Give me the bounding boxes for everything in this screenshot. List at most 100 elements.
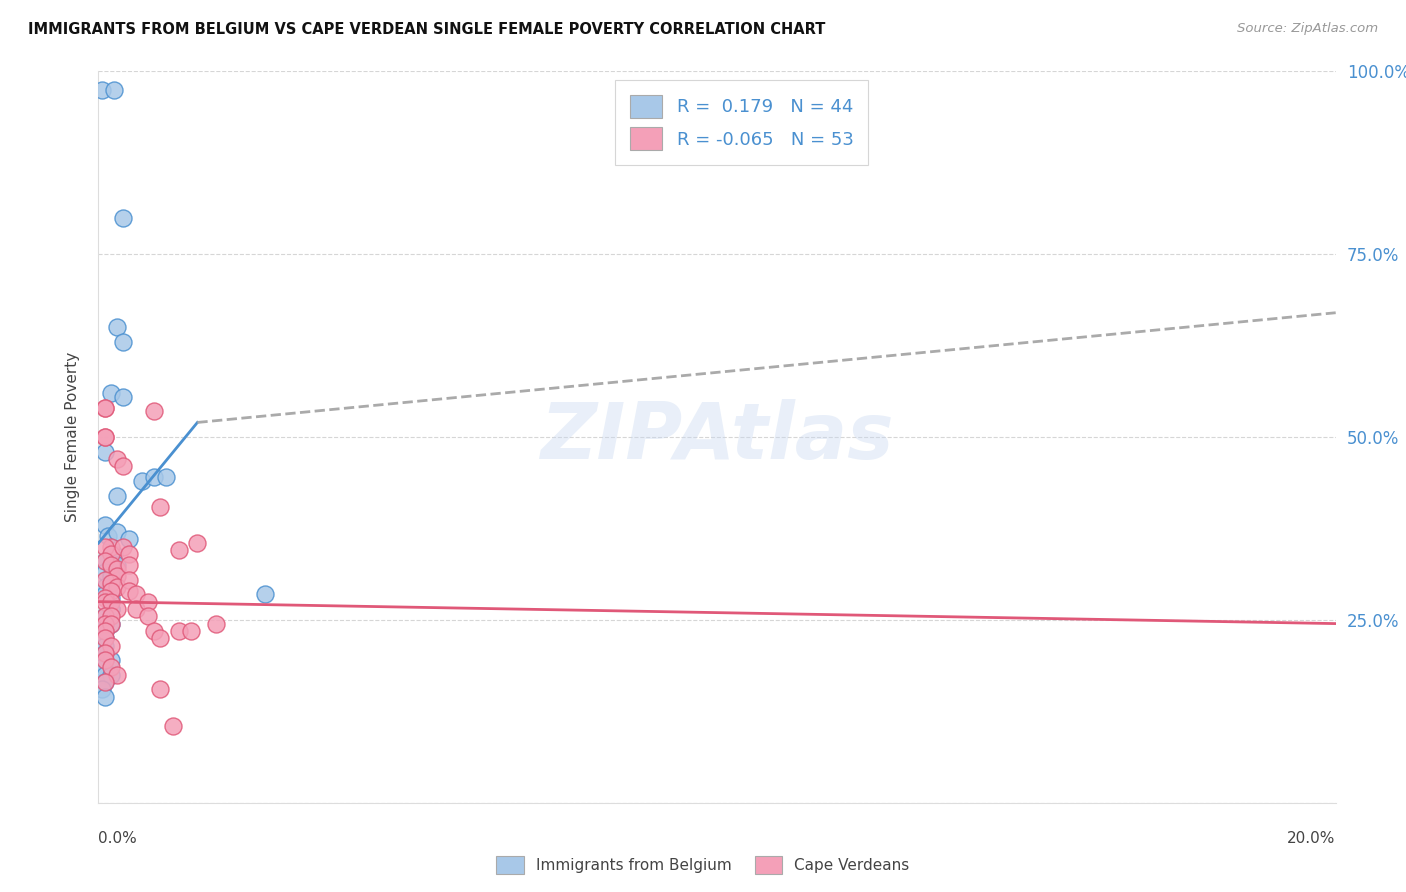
Point [162,719,184,733]
Point [97,529,120,543]
Point [100,547,122,561]
Point [112,540,135,554]
Point [105,320,128,334]
Point [93,675,115,690]
Point [124,587,146,601]
Point [118,573,141,587]
Point [93,566,115,580]
Point [136,609,159,624]
Point [155,470,177,484]
Point [100,583,122,598]
Point [93,609,115,624]
Point [118,558,141,573]
Point [100,540,122,554]
Legend: R =  0.179   N = 44, R = -0.065   N = 53: R = 0.179 N = 44, R = -0.065 N = 53 [616,80,868,165]
Point [93,609,115,624]
Point [254,587,277,601]
Point [112,390,135,404]
Point [124,602,146,616]
Point [149,500,172,514]
Point [93,554,115,568]
Point [100,594,122,608]
Point [93,667,115,681]
Point [93,430,115,444]
Text: 20.0%: 20.0% [1288,831,1336,846]
Point [149,632,172,646]
Point [93,616,115,631]
Point [93,594,115,608]
Point [93,616,115,631]
Point [118,547,141,561]
Point [118,583,141,598]
Point [100,386,122,401]
Point [93,573,115,587]
Text: Source: ZipAtlas.com: Source: ZipAtlas.com [1237,22,1378,36]
Point [90,660,112,674]
Point [93,430,115,444]
Point [112,459,135,474]
Point [93,632,115,646]
Y-axis label: Single Female Poverty: Single Female Poverty [65,352,80,522]
Point [105,489,128,503]
Point [100,558,122,573]
Point [100,616,122,631]
Point [149,682,172,697]
Point [105,602,128,616]
Point [100,639,122,653]
Point [100,660,122,674]
Point [180,624,202,638]
Point [100,653,122,667]
Point [143,624,166,638]
Point [100,602,122,616]
Point [112,334,135,349]
Point [143,470,166,484]
Point [93,401,115,415]
Point [93,624,115,638]
Point [93,639,115,653]
Point [93,517,115,532]
Point [186,536,208,550]
Point [90,83,112,97]
Text: IMMIGRANTS FROM BELGIUM VS CAPE VERDEAN SINGLE FEMALE POVERTY CORRELATION CHART: IMMIGRANTS FROM BELGIUM VS CAPE VERDEAN … [28,22,825,37]
Point [93,653,115,667]
Point [100,591,122,605]
Point [100,558,122,573]
Text: 0.0%: 0.0% [98,831,138,846]
Point [103,547,125,561]
Point [103,83,125,97]
Point [93,587,115,601]
Point [100,576,122,591]
Point [90,682,112,697]
Point [112,211,135,225]
Point [100,602,122,616]
Point [93,624,115,638]
Point [105,569,128,583]
Point [93,401,115,415]
Point [105,558,128,573]
Point [136,594,159,608]
Point [118,533,141,547]
Point [131,474,153,488]
Point [93,580,115,594]
Point [93,675,115,690]
Point [93,653,115,667]
Point [93,690,115,704]
Point [105,667,128,681]
Point [143,404,166,418]
Point [100,616,122,631]
Point [93,646,115,660]
Point [100,576,122,591]
Point [93,646,115,660]
Point [93,540,115,554]
Point [93,444,115,458]
Point [167,543,190,558]
Point [93,591,115,605]
Point [100,609,122,624]
Point [105,452,128,467]
Point [205,616,228,631]
Point [93,554,115,568]
Legend: Immigrants from Belgium, Cape Verdeans: Immigrants from Belgium, Cape Verdeans [491,850,915,880]
Point [100,569,122,583]
Point [105,562,128,576]
Point [105,580,128,594]
